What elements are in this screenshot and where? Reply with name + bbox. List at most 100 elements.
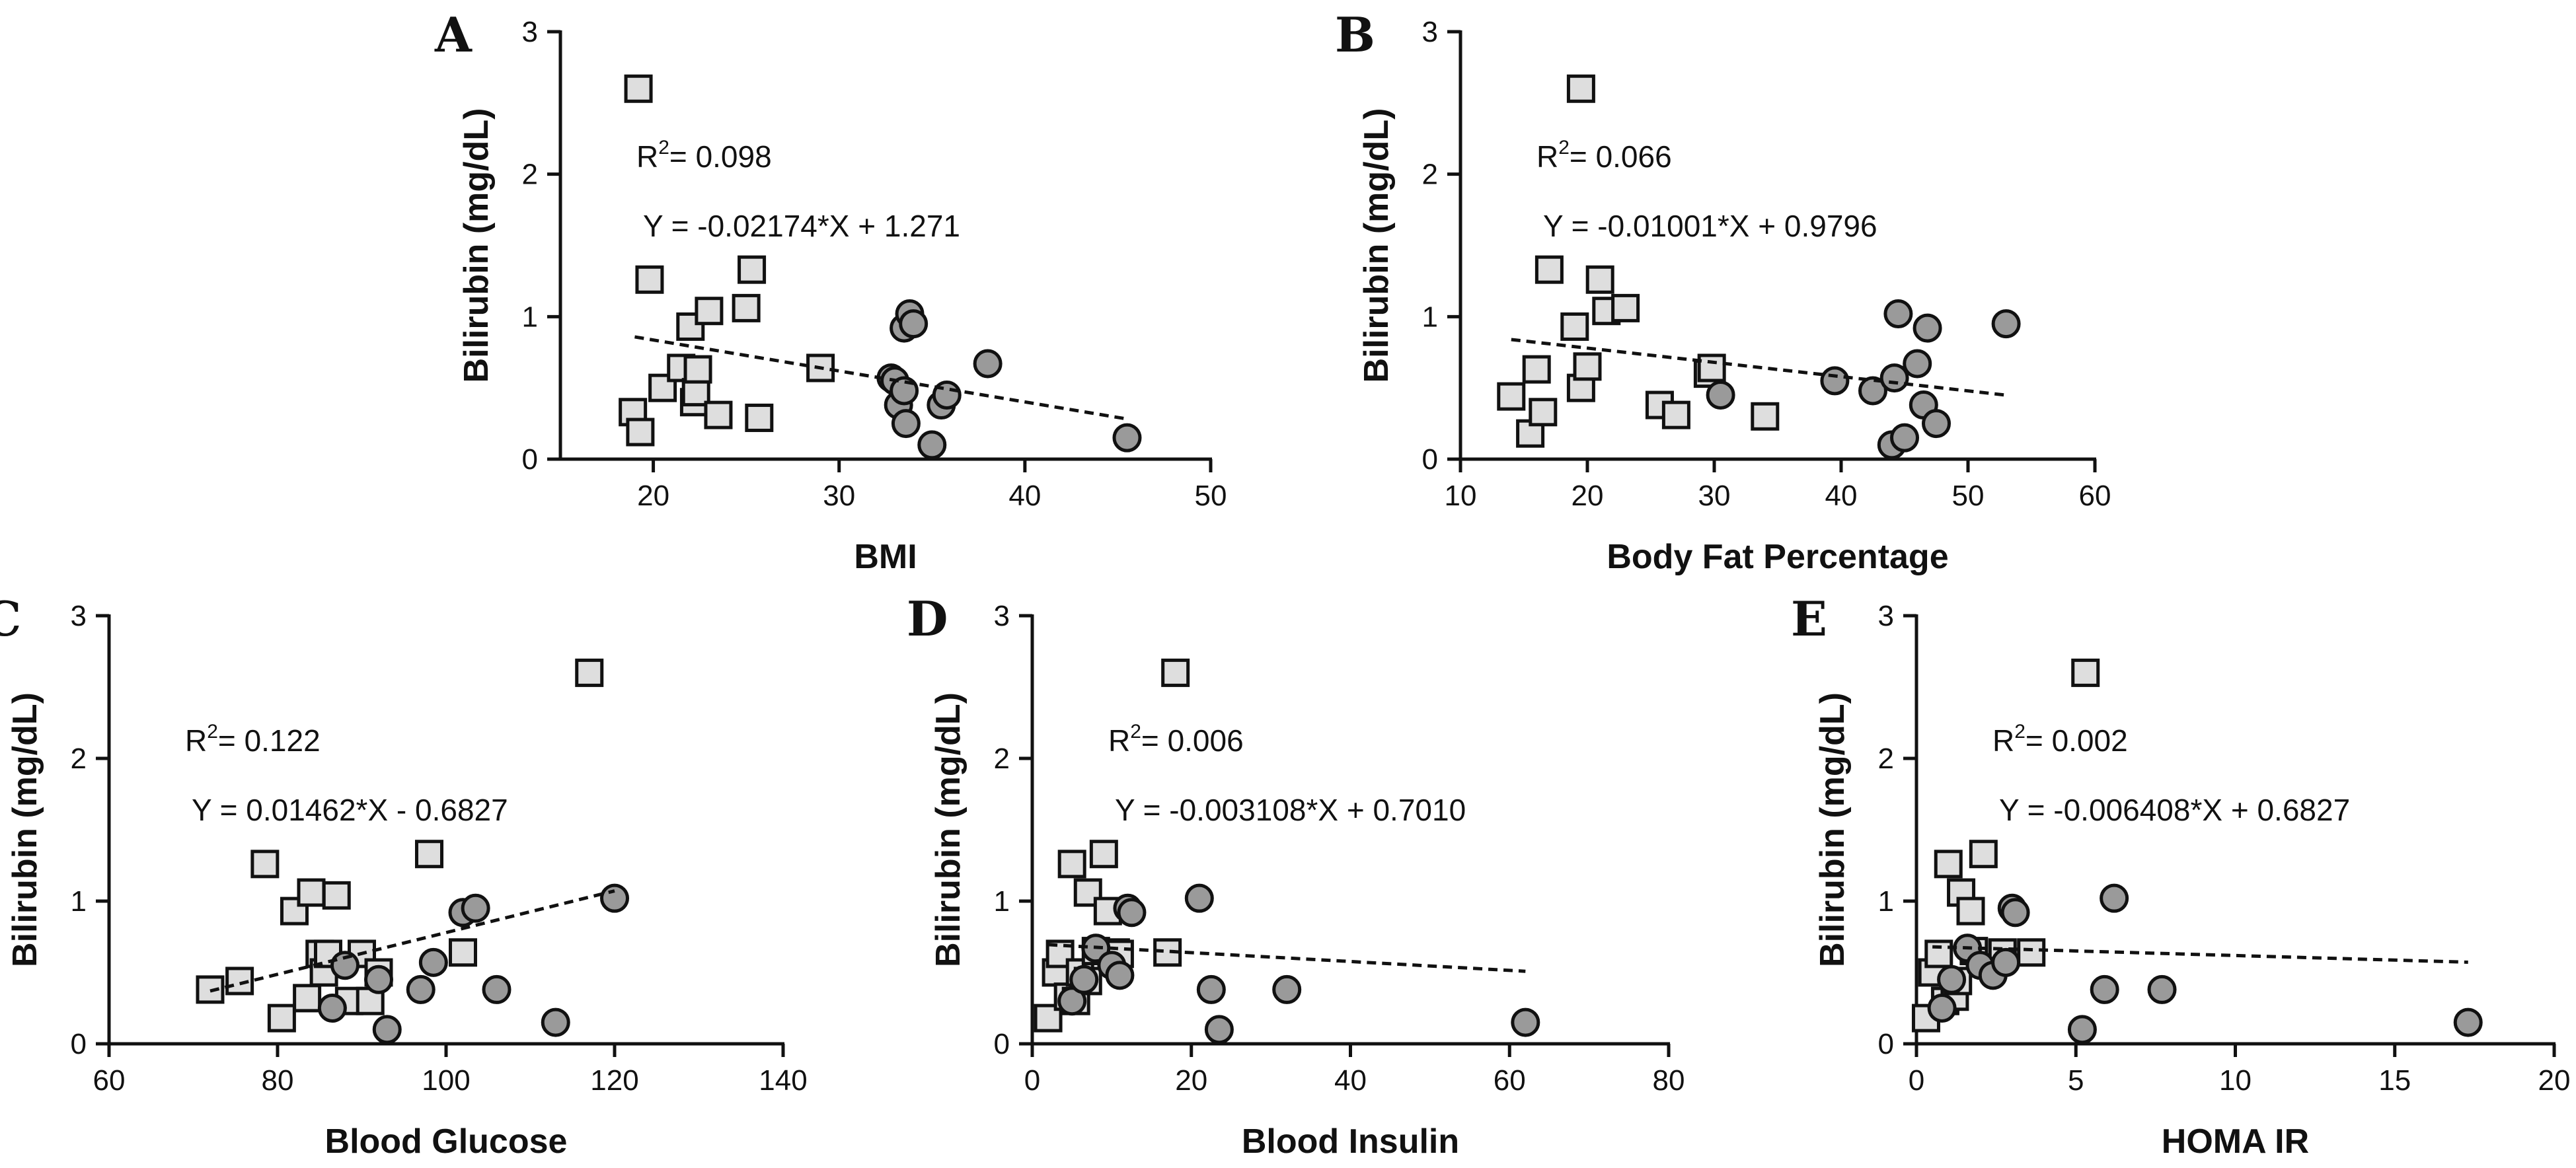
panel-e-point-circle (2147, 974, 2177, 1004)
panel-e-fit-line (1932, 945, 2468, 964)
panel-c-point-circle (330, 951, 360, 980)
panel-b-point-circle (1883, 299, 1913, 329)
panel-c-point-square (225, 967, 254, 996)
panel-c-r-squared: R2= 0.122 (185, 721, 321, 758)
panel-c-y-tick-label: 1 (71, 885, 87, 918)
panel-c-point-circle (600, 883, 629, 913)
panel-b-point-square (1661, 400, 1690, 429)
panel-c-x-axis-title: Blood Glucose (325, 1122, 568, 1161)
panel-c-point-circle (461, 893, 490, 923)
panel-d-x-tick-label: 60 (1494, 1064, 1526, 1097)
panel-b-point-square (1534, 255, 1564, 284)
panel-a-r-squared-exponent: 2 (658, 137, 669, 159)
panel-b-y-tick-label: 3 (1422, 16, 1438, 48)
panel-a-point-square (738, 255, 767, 284)
panel-e-point-circle (2453, 1007, 2483, 1037)
panel-a-letter: A (434, 7, 473, 63)
panel-a-point-square (704, 400, 733, 429)
panel-c-y-tick-label: 2 (71, 743, 87, 775)
panel-a-x-tick-label: 50 (1195, 480, 1227, 512)
panel-e-x-tick-label: 20 (2538, 1064, 2571, 1097)
panel-c-x-tick-label: 120 (590, 1064, 638, 1097)
panel-c: C 0 1 2 3 60 80 100 120 140 Blood Glucose Bilirubin… (0, 591, 808, 1161)
panel-b-letter: B (1335, 7, 1375, 63)
panel-b-point-square (1611, 293, 1640, 322)
panel-e-point-circle (2000, 898, 2030, 928)
panel-b-y-tick-label: 2 (1422, 159, 1438, 191)
panel-d-y-tick-label: 3 (994, 600, 1010, 632)
panel-d-point-circle (1184, 883, 1214, 913)
panel-d-letter: D (907, 591, 948, 647)
panel-e-r-squared: R2= 0.002 (1992, 721, 2128, 758)
panel-a-point-square (745, 403, 774, 432)
panel-e-point-square (2017, 938, 2046, 967)
panel-d-point-circle (1511, 1007, 1540, 1037)
panel-c-letter: C (0, 591, 21, 647)
panel-b-point-circle (1991, 309, 2021, 339)
panel-a-point-circle (1112, 423, 1142, 453)
panel-a-point-circle (891, 409, 921, 439)
panel-c-point-circle (541, 1007, 570, 1037)
panel-b-x-axis-title: Body Fat Percentage (1607, 538, 1948, 576)
panel-c-point-circle (364, 965, 393, 994)
panel-d-y-tick-label: 1 (994, 885, 1010, 918)
panel-b-x-tick-label: 20 (1572, 480, 1604, 512)
panel-b-x-tick-label: 10 (1445, 480, 1477, 512)
panel-b-x-tick-label: 50 (1952, 480, 1985, 512)
panel-c-point-circle (482, 974, 511, 1004)
panel-e-point-circle (2100, 883, 2129, 913)
panel-d-y-tick-label: 0 (994, 1028, 1010, 1060)
panel-b-point-square (1751, 402, 1780, 431)
panel-a-point-square (626, 418, 655, 447)
panel-a-r-squared: R2= 0.098 (636, 137, 772, 174)
panel-e-point-square (1924, 939, 1953, 968)
panel-d-r-squared-symbol: R (1108, 723, 1130, 758)
panel-b-point-circle (1858, 376, 1887, 406)
panel-d-r-squared-exponent: 2 (1130, 721, 1141, 743)
panel-d-point-square (1057, 850, 1086, 879)
panel-d-point-circle (1105, 961, 1135, 990)
panel-a-point-square (635, 265, 664, 294)
panel-a-fit-line (634, 335, 1127, 421)
panel-e-letter: E (1791, 591, 1827, 647)
panel-d-x-tick-label: 0 (1024, 1064, 1040, 1097)
panel-e-point-square (1934, 850, 1963, 879)
panel-a-r-squared-value: = 0.098 (669, 139, 772, 174)
panel-b-x-tick-label: 30 (1698, 480, 1731, 512)
panel-a-r-squared-symbol: R (636, 139, 658, 174)
panel-b-point-circle (1820, 366, 1850, 396)
panel-a-x-tick-label: 20 (637, 480, 669, 512)
panel-c-x-tick-label: 140 (759, 1064, 807, 1097)
panel-b-r-squared-symbol: R (1536, 139, 1558, 174)
panel-d-fit-line (1047, 943, 1526, 973)
panel-c-r-squared-symbol: R (185, 723, 207, 758)
panel-b-r-squared: R2= 0.066 (1536, 137, 1672, 174)
panel-b-point-circle (1913, 313, 1942, 343)
panel-a-x-tick-label: 30 (823, 480, 855, 512)
panel-e-point-circle (1937, 965, 1967, 994)
panel-b-r-squared-value: = 0.066 (1570, 139, 1672, 174)
panel-c-point-circle (406, 974, 436, 1004)
panel-d-x-tick-label: 20 (1175, 1064, 1207, 1097)
panel-d-point-circle (1117, 898, 1147, 928)
panel-b-r-squared-exponent: 2 (1558, 137, 1570, 159)
panel-e-x-axis-title: HOMA IR (2162, 1122, 2309, 1161)
panel-b-point-circle (1903, 349, 1932, 379)
panel-b-point-circle (1922, 409, 1951, 439)
panel-c-point-square (267, 1004, 296, 1033)
panel-c-point-square (449, 938, 477, 967)
panel-e-point-square (1956, 896, 1985, 926)
panel-b-point-circle (1879, 363, 1909, 393)
panel-a-point-circle (973, 349, 1003, 379)
panel-b-point-square (1560, 312, 1589, 341)
panel-b-point-square (1697, 353, 1726, 383)
panel-d-point-circle (1057, 986, 1087, 1016)
panel-e-point-circle (2090, 974, 2119, 1004)
panel-c-point-circle (418, 947, 448, 977)
panel-a-y-axis-title: Bilirubin (mg/dL) (457, 108, 496, 383)
panel-d-x-axis-title: Blood Insulin (1242, 1122, 1459, 1161)
panel-e-y-tick-label: 0 (1878, 1028, 1894, 1060)
panel-a-y-tick-label: 0 (522, 443, 538, 476)
